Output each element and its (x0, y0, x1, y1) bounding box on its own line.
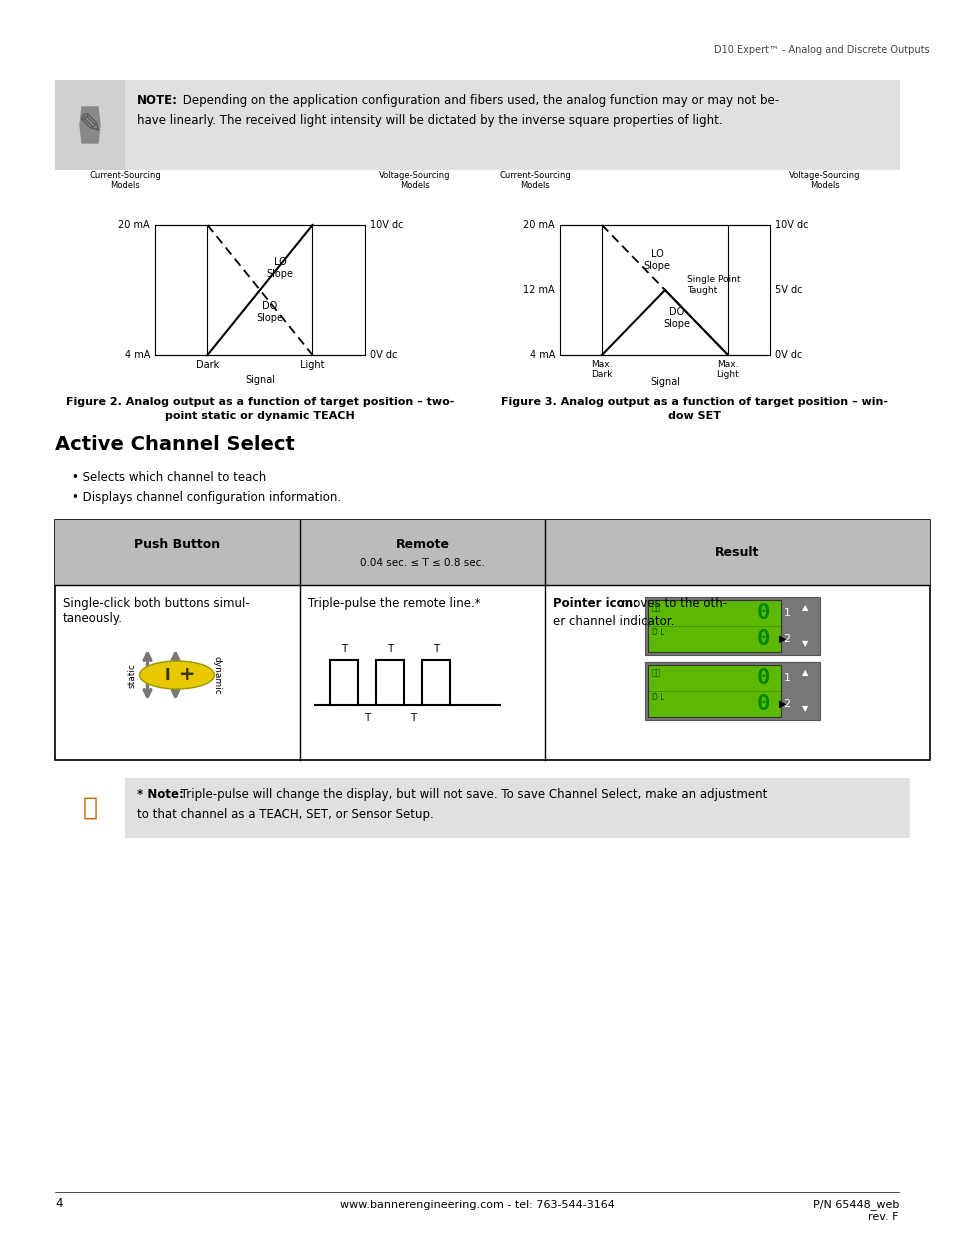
Text: Remote: Remote (395, 538, 449, 551)
Text: Max.
Dark: Max. Dark (591, 359, 612, 379)
Text: NOTE:: NOTE: (137, 94, 178, 107)
Text: dynamic: dynamic (213, 656, 222, 694)
Text: 👉: 👉 (82, 797, 97, 820)
Bar (55, 80, 125, 170)
Text: 0.04 sec. ≤ T ≤ 0.8 sec.: 0.04 sec. ≤ T ≤ 0.8 sec. (359, 557, 484, 568)
Text: DO
Slope: DO Slope (256, 301, 283, 322)
Text: Push Button: Push Button (134, 538, 220, 551)
Text: 4: 4 (55, 1197, 63, 1210)
Text: • Displays channel configuration information.: • Displays channel configuration informa… (71, 492, 341, 504)
Text: ⌚🔒: ⌚🔒 (651, 668, 660, 677)
Text: Pointer icon:: Pointer icon: (553, 597, 638, 610)
Text: moves to the oth-: moves to the oth- (618, 597, 726, 610)
Text: T: T (433, 643, 438, 655)
Text: T: T (340, 643, 347, 655)
Text: www.bannerengineering.com - tel: 763-544-3164: www.bannerengineering.com - tel: 763-544… (339, 1200, 614, 1210)
Text: +: + (178, 666, 195, 684)
Text: D10 Expert™ - Analog and Discrete Outputs: D10 Expert™ - Analog and Discrete Output… (714, 44, 929, 56)
Text: have linearly. The received light intensity will be dictated by the inverse squa: have linearly. The received light intens… (137, 114, 721, 127)
Text: ▲: ▲ (801, 668, 807, 678)
Text: ▼: ▼ (801, 640, 807, 648)
Text: Depending on the application configuration and fibers used, the analog function : Depending on the application configurati… (179, 94, 779, 107)
Text: T: T (410, 713, 416, 722)
Text: LO
Slope: LO Slope (266, 257, 294, 279)
Text: ▼: ▼ (801, 704, 807, 714)
Text: Figure 2. Analog output as a function of target position – two-: Figure 2. Analog output as a function of… (66, 396, 454, 408)
Text: LO
Slope: LO Slope (643, 249, 670, 270)
Text: 2: 2 (782, 699, 790, 709)
Text: 0V dc: 0V dc (370, 350, 397, 359)
Text: static: static (128, 662, 137, 688)
Text: ▶: ▶ (779, 634, 785, 643)
Text: Voltage-Sourcing
Models: Voltage-Sourcing Models (379, 170, 450, 190)
Ellipse shape (139, 661, 214, 689)
Text: er channel indicator.: er channel indicator. (553, 615, 674, 629)
Text: ✎: ✎ (78, 111, 102, 140)
Text: Current-Sourcing
Models: Current-Sourcing Models (89, 170, 161, 190)
Text: Light: Light (300, 359, 324, 370)
Text: rev. F: rev. F (867, 1212, 898, 1221)
Text: Dark: Dark (195, 359, 219, 370)
Text: 1: 1 (782, 673, 790, 683)
Bar (125, 778, 909, 839)
Text: 0: 0 (756, 603, 769, 622)
Text: • Selects which channel to teach: • Selects which channel to teach (71, 471, 266, 484)
Text: Max.
Light: Max. Light (716, 359, 739, 379)
Text: 20 mA: 20 mA (118, 220, 150, 230)
Text: to that channel as a TEACH, SET, or Sensor Setup.: to that channel as a TEACH, SET, or Sens… (137, 808, 434, 821)
Text: Result: Result (715, 546, 759, 559)
Text: 12 mA: 12 mA (523, 285, 555, 295)
Bar (644, 662, 820, 720)
Text: 4 mA: 4 mA (529, 350, 555, 359)
Text: ▲: ▲ (801, 604, 807, 613)
Bar (647, 664, 781, 718)
Text: 0: 0 (756, 694, 769, 714)
Text: Triple-pulse the remote line.*: Triple-pulse the remote line.* (308, 597, 480, 610)
Text: T: T (363, 713, 370, 722)
Text: * Note:: * Note: (137, 788, 184, 802)
Text: ▶: ▶ (779, 699, 785, 709)
Bar (55, 520, 929, 585)
Text: 10V dc: 10V dc (774, 220, 807, 230)
Text: Signal: Signal (245, 375, 274, 385)
Text: 5V dc: 5V dc (774, 285, 801, 295)
Text: P/N 65448_web: P/N 65448_web (812, 1199, 898, 1210)
Text: 20 mA: 20 mA (523, 220, 555, 230)
Text: 1: 1 (782, 608, 790, 618)
Text: I: I (164, 667, 170, 683)
Text: 2: 2 (782, 634, 790, 643)
Text: Signal: Signal (649, 377, 679, 387)
Text: Active Channel Select: Active Channel Select (55, 435, 294, 454)
Text: Single-click both buttons simul-
taneously.: Single-click both buttons simul- taneous… (63, 597, 250, 625)
Text: DO
Slope: DO Slope (662, 308, 690, 329)
Text: 10V dc: 10V dc (370, 220, 403, 230)
Bar (647, 600, 781, 652)
Text: ⌚🔒: ⌚🔒 (651, 603, 660, 613)
Text: Single Point
Taught: Single Point Taught (686, 275, 740, 295)
Text: point static or dynamic TEACH: point static or dynamic TEACH (165, 411, 355, 421)
Text: D L: D L (651, 629, 664, 637)
Text: Triple-pulse will change the display, but will not save. To save Channel Select,: Triple-pulse will change the display, bu… (177, 788, 766, 802)
Text: Voltage-Sourcing
Models: Voltage-Sourcing Models (788, 170, 860, 190)
Bar (154, 225, 365, 354)
Text: 4 mA: 4 mA (125, 350, 150, 359)
Text: dow SET: dow SET (668, 411, 720, 421)
Text: T: T (387, 643, 393, 655)
Bar (125, 80, 899, 170)
Bar (559, 225, 769, 354)
Text: 0: 0 (756, 629, 769, 650)
Text: 0V dc: 0V dc (774, 350, 801, 359)
Polygon shape (80, 107, 100, 143)
Text: D L: D L (651, 693, 664, 701)
Text: 0: 0 (756, 668, 769, 688)
Bar (644, 597, 820, 655)
Text: Figure 3. Analog output as a function of target position – win-: Figure 3. Analog output as a function of… (501, 396, 887, 408)
Text: Current-Sourcing
Models: Current-Sourcing Models (498, 170, 570, 190)
Bar (55, 520, 929, 760)
